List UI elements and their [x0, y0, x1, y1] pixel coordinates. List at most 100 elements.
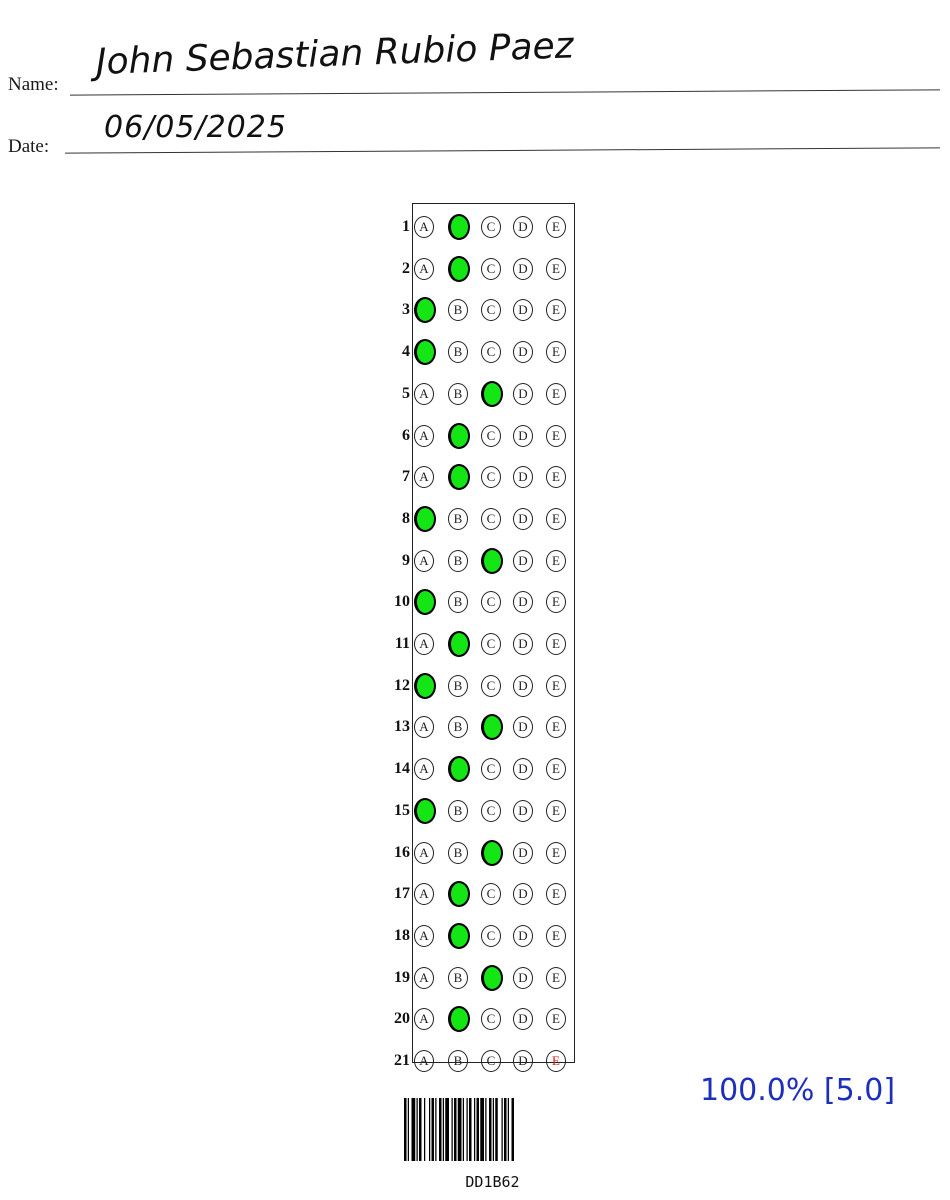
answer-bubble-e[interactable]: E — [546, 758, 566, 781]
answer-bubble-e[interactable]: E — [546, 549, 566, 572]
answer-bubble-b[interactable]: B — [448, 422, 470, 449]
answer-bubble-c[interactable]: C — [481, 507, 501, 530]
answer-bubble-d[interactable]: D — [513, 674, 533, 697]
answer-bubble-c[interactable]: C — [481, 714, 503, 741]
answer-bubble-b[interactable]: B — [448, 799, 468, 822]
answer-bubble-a[interactable]: A — [414, 382, 434, 405]
answer-bubble-c[interactable]: C — [481, 633, 501, 655]
answer-bubble-a[interactable]: A — [414, 257, 434, 280]
answer-bubble-e[interactable]: E — [546, 1008, 566, 1031]
answer-bubble-a[interactable]: A — [414, 841, 434, 864]
answer-bubble-d[interactable]: D — [513, 883, 533, 906]
answer-bubble-c[interactable]: C — [481, 591, 501, 614]
answer-bubble-d[interactable]: D — [513, 966, 533, 989]
answer-bubble-e[interactable]: E — [546, 924, 566, 947]
answer-bubble-d[interactable]: D — [513, 716, 533, 739]
answer-bubble-e[interactable]: E — [546, 341, 566, 364]
answer-bubble-c[interactable]: C — [481, 883, 501, 906]
answer-bubble-a[interactable]: A — [414, 924, 434, 947]
answer-bubble-d[interactable]: D — [513, 841, 533, 864]
answer-bubble-b[interactable]: B — [448, 214, 470, 240]
answer-bubble-e[interactable]: E — [546, 799, 566, 822]
answer-bubble-a[interactable]: A — [414, 966, 434, 989]
answer-bubble-d[interactable]: D — [513, 591, 533, 614]
answer-bubble-c[interactable]: C — [481, 1050, 501, 1072]
answer-bubble-d[interactable]: D — [513, 924, 533, 947]
answer-bubble-c[interactable]: C — [481, 257, 501, 280]
answer-bubble-b[interactable]: B — [448, 464, 470, 491]
answer-bubble-c[interactable]: C — [481, 380, 503, 407]
answer-bubble-a[interactable]: A — [414, 297, 436, 324]
answer-bubble-e[interactable]: E — [546, 382, 566, 405]
answer-bubble-d[interactable]: D — [513, 382, 533, 405]
answer-bubble-d[interactable]: D — [513, 1008, 533, 1031]
answer-bubble-a[interactable]: A — [414, 716, 434, 739]
answer-bubble-c[interactable]: C — [481, 547, 503, 574]
answer-bubble-b[interactable]: B — [448, 881, 470, 908]
answer-bubble-c[interactable]: C — [481, 1008, 501, 1031]
answer-bubble-d[interactable]: D — [513, 216, 533, 238]
answer-bubble-e[interactable]: E — [546, 299, 566, 322]
answer-bubble-a[interactable]: A — [414, 216, 434, 238]
answer-bubble-e[interactable]: E — [546, 1050, 566, 1072]
answer-bubble-d[interactable]: D — [513, 466, 533, 489]
answer-bubble-e[interactable]: E — [546, 966, 566, 989]
answer-bubble-b[interactable]: B — [448, 299, 468, 322]
answer-bubble-a[interactable]: A — [414, 505, 436, 532]
answer-bubble-b[interactable]: B — [448, 756, 470, 783]
answer-bubble-b[interactable]: B — [448, 716, 468, 739]
answer-bubble-e[interactable]: E — [546, 841, 566, 864]
answer-bubble-b[interactable]: B — [448, 591, 468, 614]
answer-bubble-a[interactable]: A — [414, 589, 436, 616]
answer-bubble-d[interactable]: D — [513, 758, 533, 781]
answer-bubble-e[interactable]: E — [546, 507, 566, 530]
answer-bubble-c[interactable]: C — [481, 839, 503, 866]
answer-bubble-a[interactable]: A — [414, 1008, 434, 1031]
answer-bubble-e[interactable]: E — [546, 674, 566, 697]
answer-bubble-a[interactable]: A — [414, 633, 434, 655]
answer-bubble-c[interactable]: C — [481, 964, 503, 991]
answer-bubble-c[interactable]: C — [481, 674, 501, 697]
answer-bubble-b[interactable]: B — [448, 341, 468, 364]
answer-bubble-e[interactable]: E — [546, 633, 566, 655]
answer-bubble-d[interactable]: D — [513, 507, 533, 530]
answer-bubble-c[interactable]: C — [481, 758, 501, 781]
answer-bubble-b[interactable]: B — [448, 382, 468, 405]
answer-bubble-e[interactable]: E — [546, 716, 566, 739]
answer-bubble-c[interactable]: C — [481, 341, 501, 364]
answer-bubble-a[interactable]: A — [414, 339, 436, 366]
answer-bubble-c[interactable]: C — [481, 924, 501, 947]
answer-bubble-d[interactable]: D — [513, 341, 533, 364]
answer-bubble-e[interactable]: E — [546, 883, 566, 906]
answer-bubble-b[interactable]: B — [448, 674, 468, 697]
answer-bubble-b[interactable]: B — [448, 966, 468, 989]
answer-bubble-e[interactable]: E — [546, 257, 566, 280]
answer-bubble-a[interactable]: A — [414, 549, 434, 572]
answer-bubble-a[interactable]: A — [414, 758, 434, 781]
answer-bubble-b[interactable]: B — [448, 631, 470, 657]
answer-bubble-c[interactable]: C — [481, 216, 501, 238]
answer-bubble-b[interactable]: B — [448, 1050, 468, 1072]
answer-bubble-b[interactable]: B — [448, 841, 468, 864]
answer-bubble-d[interactable]: D — [513, 633, 533, 655]
answer-bubble-e[interactable]: E — [546, 591, 566, 614]
answer-bubble-d[interactable]: D — [513, 424, 533, 447]
answer-bubble-e[interactable]: E — [546, 466, 566, 489]
answer-bubble-b[interactable]: B — [448, 549, 468, 572]
answer-bubble-c[interactable]: C — [481, 424, 501, 447]
answer-bubble-a[interactable]: A — [414, 883, 434, 906]
answer-bubble-a[interactable]: A — [414, 1050, 434, 1072]
answer-bubble-a[interactable]: A — [414, 466, 434, 489]
answer-bubble-d[interactable]: D — [513, 1050, 533, 1072]
answer-bubble-a[interactable]: A — [414, 672, 436, 699]
answer-bubble-c[interactable]: C — [481, 799, 501, 822]
answer-bubble-b[interactable]: B — [448, 507, 468, 530]
answer-bubble-d[interactable]: D — [513, 257, 533, 280]
answer-bubble-e[interactable]: E — [546, 424, 566, 447]
answer-bubble-c[interactable]: C — [481, 466, 501, 489]
answer-bubble-b[interactable]: B — [448, 255, 470, 282]
answer-bubble-c[interactable]: C — [481, 299, 501, 322]
answer-bubble-e[interactable]: E — [546, 216, 566, 238]
answer-bubble-d[interactable]: D — [513, 799, 533, 822]
answer-bubble-d[interactable]: D — [513, 549, 533, 572]
